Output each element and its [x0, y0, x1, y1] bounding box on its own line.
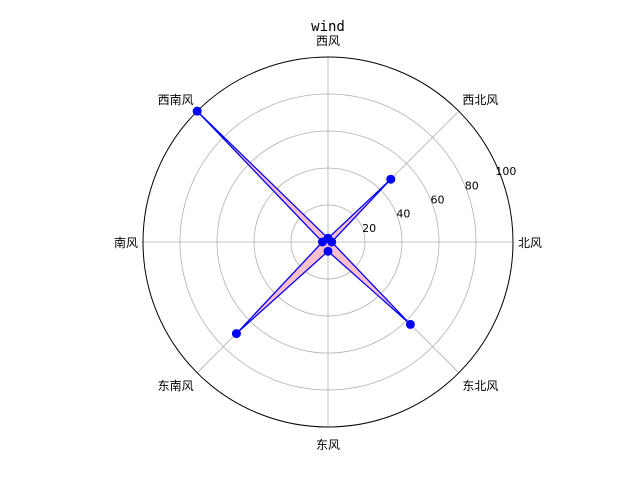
series-line: [196, 110, 411, 335]
data-point-6: [323, 246, 333, 256]
data-point-1: [386, 174, 396, 184]
r-tick-label: 20: [362, 222, 376, 235]
direction-label: 北风: [518, 236, 542, 250]
chart-title: wind: [311, 19, 345, 35]
direction-label: 东南风: [158, 378, 194, 393]
data-point-7: [405, 319, 415, 329]
data-point-4: [317, 237, 327, 247]
polar-frame: [142, 56, 514, 428]
direction-label: 南风: [114, 235, 138, 250]
data-series: [192, 106, 415, 339]
data-point-5: [231, 329, 241, 339]
direction-label: 东风: [316, 438, 340, 452]
r-tick-label: 100: [495, 165, 516, 178]
direction-label: 东北风: [462, 379, 498, 393]
direction-label: 西南风: [158, 92, 194, 107]
direction-label: 西北风: [462, 93, 498, 107]
r-tick-label: 40: [396, 208, 410, 221]
direction-label: 西风: [316, 34, 340, 48]
r-tick-label: 60: [431, 194, 445, 207]
data-point-3: [192, 106, 202, 116]
r-tick-label: 80: [465, 179, 479, 192]
